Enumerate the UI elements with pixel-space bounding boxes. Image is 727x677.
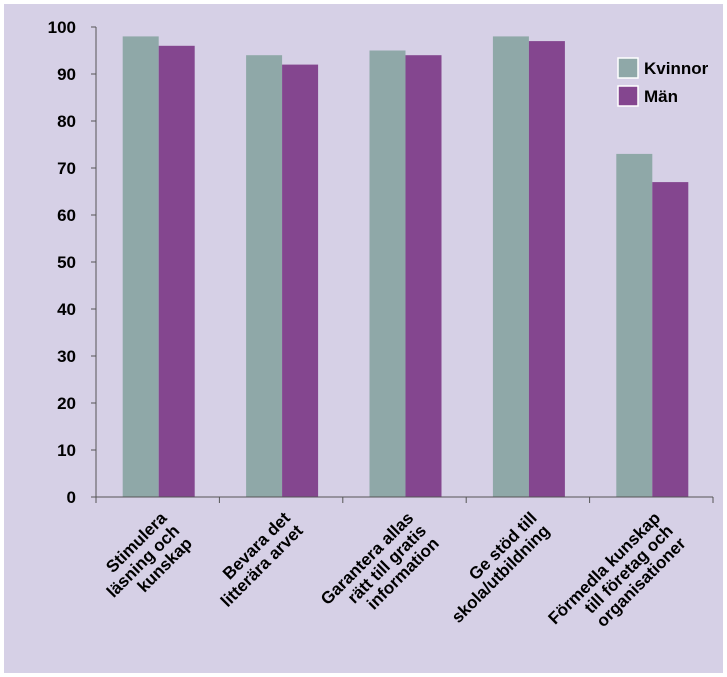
legend: Kvinnor Män (617, 57, 709, 107)
y-tick-label: 90 (57, 65, 76, 84)
bar-man (652, 182, 689, 497)
y-tick-label: 80 (57, 112, 76, 131)
y-tick-label: 0 (67, 488, 76, 507)
legend-label: Män (644, 87, 678, 106)
y-tick-label: 60 (57, 206, 76, 225)
bar-kvinnor (122, 36, 159, 498)
y-tick-label: 10 (57, 441, 76, 460)
y-tick-label: 100 (48, 18, 76, 37)
y-tick-label: 40 (57, 300, 76, 319)
y-tick-label: 50 (57, 253, 76, 272)
bar-kvinnor (246, 55, 283, 497)
bar-man (528, 41, 565, 497)
bar-man (405, 55, 442, 497)
legend-swatch (617, 85, 639, 107)
bar-man (282, 64, 319, 497)
y-tick-label: 70 (57, 159, 76, 178)
bars (122, 36, 689, 498)
bar-man (158, 45, 195, 498)
y-tick-label: 20 (57, 394, 76, 413)
bar-kvinnor (369, 50, 406, 497)
y-axis: 0 10 20 30 40 50 60 70 80 90 100 (48, 18, 97, 507)
bar-kvinnor (616, 153, 653, 497)
legend-swatch (617, 57, 639, 79)
y-tick-label: 30 (57, 347, 76, 366)
legend-label: Kvinnor (644, 59, 709, 78)
bar-kvinnor (492, 36, 529, 498)
